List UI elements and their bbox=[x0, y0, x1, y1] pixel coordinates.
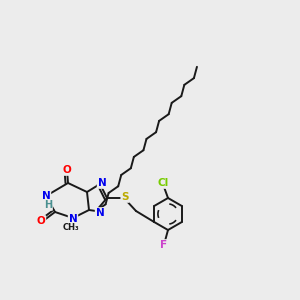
Text: H: H bbox=[44, 200, 52, 210]
Text: N: N bbox=[96, 208, 104, 218]
Text: CH₃: CH₃ bbox=[63, 224, 79, 232]
Text: Cl: Cl bbox=[158, 178, 169, 188]
Text: S: S bbox=[121, 192, 129, 202]
Text: F: F bbox=[160, 240, 168, 250]
Text: O: O bbox=[63, 165, 71, 175]
Text: N: N bbox=[98, 178, 106, 188]
Text: N: N bbox=[42, 191, 50, 201]
Text: O: O bbox=[37, 216, 45, 226]
Text: N: N bbox=[69, 214, 77, 224]
